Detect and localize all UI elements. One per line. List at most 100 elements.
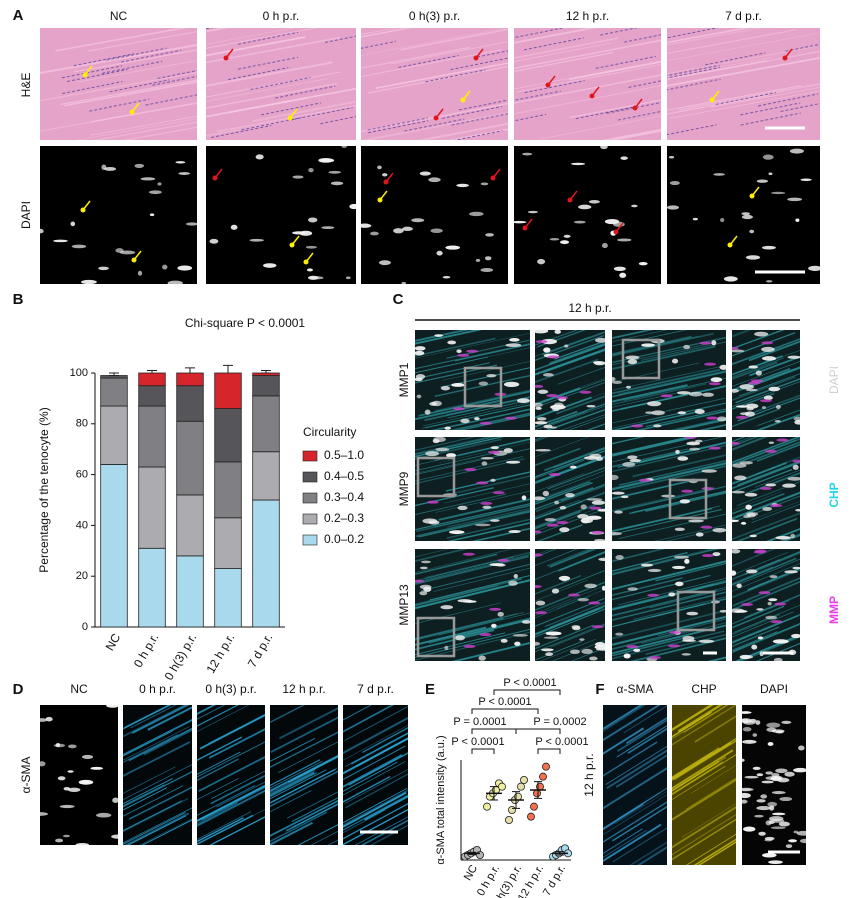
mmp <box>567 593 580 597</box>
fiber <box>551 569 605 592</box>
fiber <box>614 485 726 513</box>
fiber <box>539 382 605 407</box>
micrograph <box>206 28 356 140</box>
fiber <box>344 705 408 742</box>
nucleus <box>766 722 781 728</box>
tile-content <box>535 549 605 661</box>
nucleus <box>550 426 557 429</box>
fiber <box>197 791 265 827</box>
fiber <box>612 827 667 863</box>
fiber <box>603 767 667 810</box>
nucleus-line <box>261 102 322 116</box>
fiber <box>270 769 316 795</box>
fiber <box>361 28 411 38</box>
fiber <box>612 437 691 455</box>
nucleus <box>330 181 344 186</box>
fiber <box>710 87 820 108</box>
arrow-head <box>613 229 619 235</box>
mmp <box>453 407 466 411</box>
fiber <box>670 90 820 119</box>
label: 0 h p.r. <box>139 682 176 696</box>
nucleus-line <box>451 113 508 126</box>
nucleus <box>509 338 520 342</box>
nucleus-line <box>667 124 717 136</box>
tile-bg <box>667 28 820 140</box>
tile-content <box>667 28 820 140</box>
fiber <box>123 811 186 845</box>
fiber <box>612 402 726 429</box>
nucleus <box>308 217 318 223</box>
fiber <box>418 511 530 538</box>
fiber <box>471 527 530 541</box>
fiber <box>345 773 408 809</box>
fiber <box>535 511 581 530</box>
fiber <box>629 490 726 515</box>
tile-content <box>514 146 661 284</box>
nucleus <box>716 416 726 422</box>
nucleus <box>586 498 603 501</box>
fiber <box>197 705 239 727</box>
nucleus <box>647 568 662 573</box>
nucleus-line <box>237 31 299 45</box>
mmp <box>748 381 761 385</box>
nucleus <box>661 494 676 498</box>
fiber <box>143 729 192 756</box>
fiber <box>278 741 338 773</box>
nucleus <box>255 154 264 160</box>
fiber <box>270 771 315 797</box>
nucleus <box>620 156 628 160</box>
nucleus <box>577 597 589 602</box>
fiber <box>343 794 408 831</box>
nucleus <box>440 605 454 610</box>
nucleus <box>684 558 690 564</box>
fiber <box>612 345 716 371</box>
inset-box <box>416 456 456 498</box>
nucleus <box>596 647 605 651</box>
fiber <box>270 770 338 808</box>
nucleus <box>319 158 335 163</box>
row-label: CHP <box>827 482 841 507</box>
nucleus <box>328 170 342 174</box>
nucleus <box>431 400 442 407</box>
fiber <box>603 823 662 862</box>
nucleus <box>778 821 791 827</box>
fiber <box>375 62 508 89</box>
data-point <box>482 802 491 811</box>
fiber <box>612 629 687 651</box>
mmp <box>535 384 544 388</box>
nucleus-line <box>404 118 465 132</box>
data-point <box>475 851 484 860</box>
fiber <box>270 754 338 792</box>
nucleus <box>505 343 522 348</box>
nucleus <box>542 490 550 497</box>
fiber <box>199 714 265 750</box>
nucleus <box>625 355 640 360</box>
nucleus <box>749 229 755 234</box>
fiber <box>732 558 781 581</box>
fiber <box>211 816 265 845</box>
nucleus <box>422 518 438 524</box>
fiber <box>206 28 295 45</box>
nucleus <box>627 359 638 365</box>
arrow-head <box>383 179 389 185</box>
fiber <box>781 533 800 541</box>
fiber <box>535 487 594 510</box>
nucleus <box>115 248 124 253</box>
arrow-head <box>129 109 135 115</box>
fiber <box>627 727 667 754</box>
nucleus-line <box>425 69 486 83</box>
fiber <box>649 588 726 609</box>
fiber <box>551 470 605 491</box>
micrograph <box>197 705 265 845</box>
fiber <box>694 715 736 743</box>
fiber <box>128 727 192 762</box>
tile-bg <box>672 705 736 865</box>
nucleus <box>517 398 530 404</box>
nucleus <box>545 631 562 636</box>
fiber <box>603 705 643 730</box>
fiber <box>672 754 736 796</box>
nucleus <box>478 655 486 661</box>
fiber <box>751 503 800 524</box>
fiber <box>732 621 781 642</box>
fiber <box>672 705 711 730</box>
